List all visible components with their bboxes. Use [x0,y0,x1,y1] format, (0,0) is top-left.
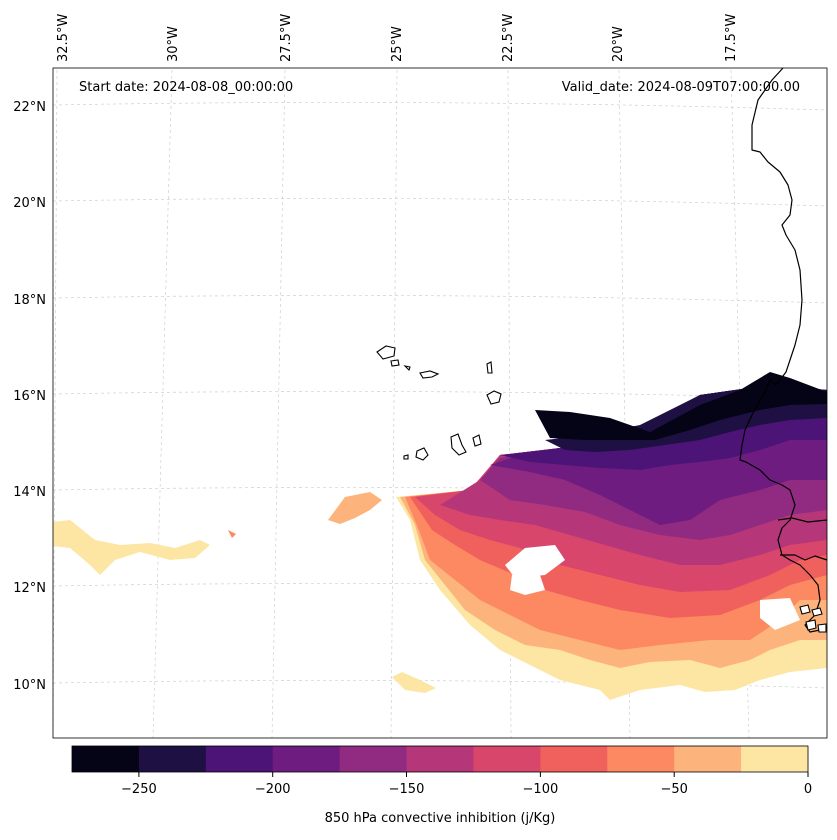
lat-label-22: 22°N [13,100,46,115]
grid-lat-10 [52,680,828,689]
graticule [52,69,828,739]
latitude-labels: 22°N 20°N 18°N 16°N 14°N 12°N 10°N [13,100,46,693]
grid-lat-20 [52,198,828,207]
island-sal [486,361,493,374]
colorbar-swatches [72,746,809,772]
colorbar-swatch [674,746,742,772]
cin-patch-west-3 [228,530,236,538]
colorbar-frame [71,745,809,773]
island-boa-vista [486,390,502,405]
island-sao-vicente [390,359,400,367]
colorbar-swatch [138,746,207,772]
cin-filled-contours [53,372,827,700]
lat-label-18: 18°N [13,293,46,308]
island-brava [403,454,409,460]
island-bijagos-3 [805,619,817,631]
cin-hole-2 [510,575,545,595]
lat-label-20: 20°N [13,196,46,211]
lat-label-14: 14°N [13,485,46,500]
lon-label-325: 32.5°W [56,14,71,62]
lat-label-16: 16°N [13,389,46,404]
africa-coastline [739,67,828,633]
longitude-labels: 32.5°W 30°W 27.5°W 25°W 22.5°W 20°W 17.5… [56,14,739,62]
grid-lat-14 [52,487,828,496]
lon-label-25: 25°W [390,26,405,62]
lon-label-175: 17.5°W [724,14,739,62]
cin-hole-3 [760,598,800,630]
lon-label-20: 20°W [611,26,626,62]
start-date-label: Start date: 2024-08-08_00:00:00 [79,80,293,95]
island-fogo [415,447,429,461]
colorbar-swatch [607,746,675,772]
gambia-river [777,517,828,523]
colorbar-swatch [406,746,474,772]
cin-band-10 [535,372,827,440]
cin-patch-west-1 [328,492,382,524]
cin-patch-south [392,672,436,693]
island-bijagos-1 [799,604,811,615]
colorbar-tick-label: −150 [389,782,425,797]
colorbar-swatch [540,746,608,772]
colorbar-label: 850 hPa convective inhibition (j/Kg) [325,811,556,826]
island-bijagos-4 [817,623,827,633]
colorbar-swatch [205,746,274,772]
grid-lat-18 [52,295,828,304]
colorbar-swatch [473,746,541,772]
colorbar-swatch [339,746,408,772]
island-maio [472,434,482,447]
cin-patch-west-2 [53,520,210,575]
map-panel [52,67,828,739]
cape-verde-islands [376,345,502,461]
colorbar-ticks: −250 −200 −150 −100 −50 0 [121,772,812,797]
lon-label-275: 27.5°W [279,14,294,62]
island-santo-antao [376,345,396,360]
grid-lat-22 [52,102,828,111]
lat-label-12: 12°N [13,581,46,596]
colorbar-tick-label: −100 [523,782,559,797]
island-santiago [450,433,467,456]
grid-lat-16 [52,391,828,400]
colorbar: −250 −200 −150 −100 −50 0 850 hPa convec… [71,745,812,826]
colorbar-tick-label: −50 [660,782,687,797]
lon-label-30: 30°W [166,26,181,62]
island-santa-luzia [403,365,411,372]
colorbar-tick-label: −250 [121,782,157,797]
colorbar-tick-label: 0 [804,782,812,797]
colorbar-swatch [741,746,809,772]
bijagos-islands [799,604,827,633]
cin-hole-1 [505,545,565,578]
map-frame [52,67,828,739]
colorbar-swatch [272,746,341,772]
island-bijagos-2 [811,607,823,617]
valid-date-label: Valid_date: 2024-08-09T07:00:00.00 [562,80,800,95]
guinea-bissau-coast [780,554,828,561]
lat-label-10: 10°N [13,678,46,693]
colorbar-tick-label: −200 [255,782,291,797]
island-sao-nicolau [419,370,440,379]
colorbar-swatch [72,746,140,772]
coastlines [739,67,828,633]
grid-lat-12 [52,583,828,592]
lon-label-225: 22.5°W [501,14,516,62]
